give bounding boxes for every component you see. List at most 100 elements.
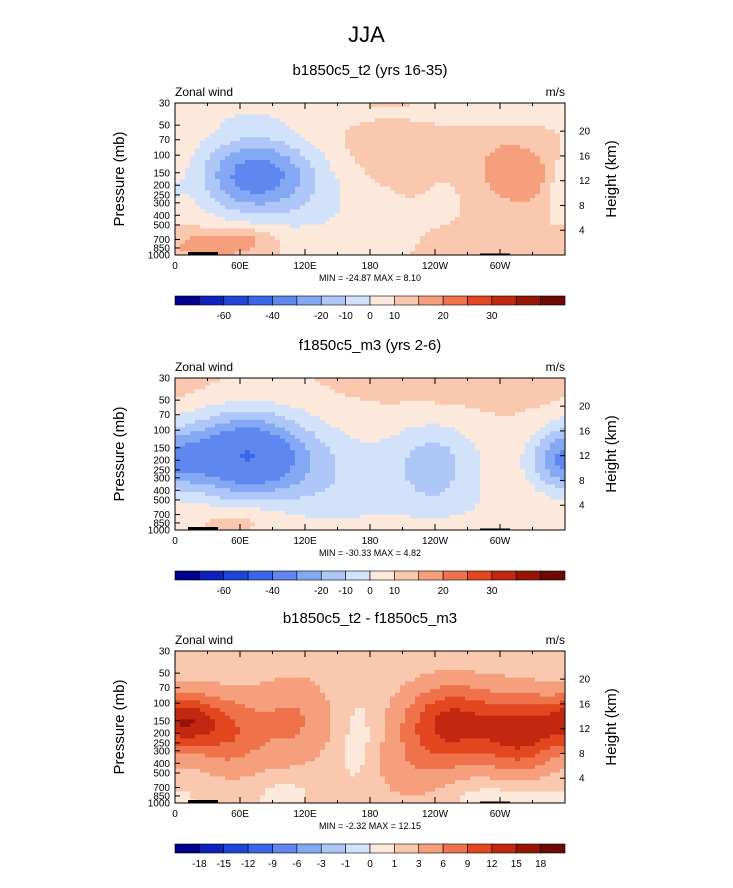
field-cell bbox=[455, 213, 461, 218]
field-cell bbox=[470, 243, 476, 248]
field-cell bbox=[265, 133, 271, 138]
x-tick-label: 180 bbox=[362, 261, 379, 272]
field-cell bbox=[205, 125, 211, 130]
field-cell bbox=[310, 419, 316, 424]
field-cell bbox=[515, 247, 521, 252]
field-cell bbox=[190, 236, 196, 241]
field-cell bbox=[560, 148, 566, 153]
field-cell bbox=[215, 144, 221, 149]
field-cell bbox=[260, 247, 266, 252]
field-cell bbox=[430, 118, 436, 123]
field-cell bbox=[295, 141, 301, 146]
field-cell bbox=[225, 251, 231, 256]
field-cell bbox=[350, 431, 356, 436]
field-cell bbox=[315, 423, 321, 428]
field-cell bbox=[355, 473, 361, 478]
field-cell bbox=[370, 442, 376, 447]
field-cell bbox=[305, 389, 311, 394]
field-cell bbox=[505, 243, 511, 248]
field-cell bbox=[370, 103, 376, 108]
field-cell bbox=[240, 148, 246, 153]
field-cell bbox=[300, 488, 306, 493]
field-cell bbox=[395, 243, 401, 248]
field-cell bbox=[300, 129, 306, 134]
field-cell bbox=[310, 163, 316, 168]
field-cell bbox=[210, 499, 216, 504]
field-cell bbox=[265, 129, 271, 134]
field-cell bbox=[400, 163, 406, 168]
field-cell bbox=[500, 236, 506, 241]
field-cell bbox=[330, 217, 336, 222]
field-cell bbox=[435, 228, 441, 233]
field-cell bbox=[360, 393, 366, 398]
field-cell bbox=[175, 205, 181, 210]
field-cell bbox=[185, 251, 191, 256]
field-cell bbox=[365, 385, 371, 390]
field-cell bbox=[225, 473, 231, 478]
field-cell bbox=[190, 239, 196, 244]
field-cell bbox=[270, 454, 276, 459]
field-cell bbox=[255, 381, 261, 386]
field-cell bbox=[190, 397, 196, 402]
field-cell bbox=[375, 438, 381, 443]
field-cell bbox=[340, 148, 346, 153]
field-cell bbox=[210, 511, 216, 516]
field-cell bbox=[225, 465, 231, 470]
field-cell bbox=[250, 378, 256, 383]
field-cell bbox=[440, 209, 446, 214]
field-cell bbox=[275, 507, 281, 512]
field-cell bbox=[175, 118, 181, 123]
field-cell bbox=[360, 247, 366, 252]
field-cell bbox=[285, 393, 291, 398]
field-cell bbox=[475, 247, 481, 252]
field-cell bbox=[460, 217, 466, 222]
field-cell bbox=[340, 499, 346, 504]
field-cell bbox=[525, 186, 531, 191]
field-cell bbox=[405, 201, 411, 206]
field-cell bbox=[275, 423, 281, 428]
field-cell bbox=[340, 167, 346, 172]
field-cell bbox=[245, 201, 251, 206]
field-cell bbox=[425, 209, 431, 214]
field-cell bbox=[430, 217, 436, 222]
field-cell bbox=[255, 393, 261, 398]
field-cell bbox=[280, 156, 286, 161]
field-cell bbox=[340, 514, 346, 519]
field-cell bbox=[445, 194, 451, 199]
field-cell bbox=[330, 156, 336, 161]
field-cell bbox=[215, 514, 221, 519]
field-cell bbox=[195, 476, 201, 481]
field-cell bbox=[230, 122, 236, 127]
field-cell bbox=[325, 217, 331, 222]
field-cell bbox=[255, 419, 261, 424]
field-cell bbox=[330, 122, 336, 127]
field-cell bbox=[195, 412, 201, 417]
field-cell bbox=[180, 110, 186, 115]
field-cell bbox=[385, 110, 391, 115]
field-cell bbox=[490, 179, 496, 184]
field-cell bbox=[300, 167, 306, 172]
field-cell bbox=[390, 217, 396, 222]
field-cell bbox=[370, 423, 376, 428]
field-cell bbox=[180, 133, 186, 138]
field-cell bbox=[270, 400, 276, 405]
field-cell bbox=[345, 251, 351, 256]
field-cell bbox=[300, 110, 306, 115]
field-cell bbox=[250, 160, 256, 165]
field-cell bbox=[350, 393, 356, 398]
field-cell bbox=[495, 209, 501, 214]
field-cell bbox=[230, 239, 236, 244]
field-cell bbox=[175, 408, 181, 413]
field-cell bbox=[235, 251, 241, 256]
field-cell bbox=[265, 224, 271, 229]
field-cell bbox=[180, 224, 186, 229]
field-cell bbox=[385, 228, 391, 233]
field-cell bbox=[230, 393, 236, 398]
field-cell bbox=[455, 129, 461, 134]
field-cell bbox=[255, 526, 261, 531]
field-cell bbox=[325, 182, 331, 187]
field-cell bbox=[345, 442, 351, 447]
field-cell bbox=[360, 118, 366, 123]
field-cell bbox=[420, 213, 426, 218]
field-cell bbox=[470, 156, 476, 161]
